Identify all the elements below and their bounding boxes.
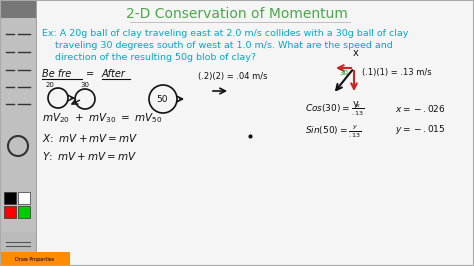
- Text: After: After: [102, 69, 126, 79]
- Text: 30: 30: [81, 82, 90, 88]
- Text: Draw Properties: Draw Properties: [15, 256, 55, 261]
- Bar: [18, 206, 30, 218]
- Bar: [4, 206, 16, 218]
- Text: 20: 20: [46, 82, 55, 88]
- Text: direction of the resulting 50g blob of clay?: direction of the resulting 50g blob of c…: [55, 52, 256, 61]
- Text: 50: 50: [156, 94, 168, 103]
- Text: =: =: [86, 69, 94, 79]
- Text: traveling 30 degrees south of west at 1.0 m/s. What are the speed and: traveling 30 degrees south of west at 1.…: [55, 40, 393, 49]
- Text: (.2)(2) = .04 m/s: (.2)(2) = .04 m/s: [198, 73, 267, 81]
- Bar: [0, 252, 70, 266]
- Text: Be fre: Be fre: [42, 69, 71, 79]
- Bar: [4, 192, 16, 204]
- Text: 30: 30: [339, 70, 348, 76]
- Bar: [0, 0, 36, 266]
- Text: $X\!:\ mV + mV = mV$: $X\!:\ mV + mV = mV$: [42, 132, 138, 144]
- Text: y: y: [353, 99, 359, 109]
- Text: Ex: A 20g ball of clay traveling east at 2.0 m/s collides with a 30g ball of cla: Ex: A 20g ball of clay traveling east at…: [42, 28, 409, 38]
- Text: $Y\!:\ mV + mV = mV$: $Y\!:\ mV + mV = mV$: [42, 150, 137, 162]
- Text: $y = -.015$: $y = -.015$: [395, 123, 446, 136]
- Text: x: x: [353, 48, 359, 58]
- Text: 2-D Conservation of Momentum: 2-D Conservation of Momentum: [126, 7, 348, 21]
- Bar: [18, 192, 30, 204]
- Text: $Cos(30) = \frac{x}{.13}$: $Cos(30) = \frac{x}{.13}$: [305, 103, 364, 118]
- Text: (.1)(1) = .13 m/s: (.1)(1) = .13 m/s: [362, 69, 432, 77]
- Text: $mV_{20}\ +\ mV_{30}\ =\ mV_{50}$: $mV_{20}\ +\ mV_{30}\ =\ mV_{50}$: [42, 111, 163, 125]
- Text: $x = -.026$: $x = -.026$: [395, 103, 446, 114]
- Bar: [0, 232, 36, 252]
- Bar: [0, 0, 36, 18]
- Text: $Sin(50) = \frac{y}{.13}$: $Sin(50) = \frac{y}{.13}$: [305, 123, 362, 140]
